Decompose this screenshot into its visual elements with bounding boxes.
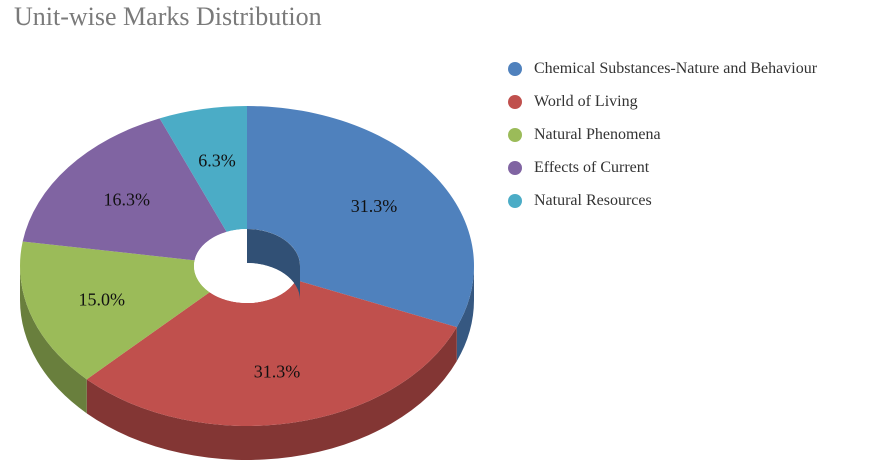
pie-slice-natural-resources[interactable]	[159, 106, 247, 232]
pie-slice-chemical-substances-nature-and-behaviour[interactable]	[247, 106, 474, 328]
chart-title: Unit-wise Marks Distribution	[14, 2, 322, 31]
legend-swatch-icon	[508, 193, 522, 208]
legend-swatch-icon	[508, 127, 522, 142]
legend-item[interactable]: Effects of Current	[508, 151, 817, 184]
legend-label: Chemical Substances-Nature and Behaviour	[534, 59, 818, 77]
pie-side-chemical-substances-nature-and-behaviour	[456, 266, 474, 362]
pie-data-label: 16.3%	[103, 190, 150, 210]
legend-item[interactable]: Natural Phenomena	[508, 118, 817, 151]
legend-item[interactable]: Chemical Substances-Nature and Behaviour	[508, 52, 817, 85]
pie-chart: 31.3% 31.3% 15.0% 16.3% 6.3%	[19, 106, 474, 460]
legend-item[interactable]: Natural Resources	[508, 184, 817, 217]
pie-data-label: 31.3%	[254, 362, 301, 382]
pie-labels-layer: 31.3% 31.3% 15.0% 16.3% 6.3%	[79, 150, 398, 381]
pie-slice-world-of-living[interactable]	[86, 280, 457, 426]
pie-hole-layer	[194, 229, 300, 303]
legend-label: Effects of Current	[534, 158, 650, 176]
legend-label: World of Living	[534, 92, 638, 110]
legend: Chemical Substances-Nature and Behaviour…	[508, 52, 817, 217]
pie-top-layer	[19, 106, 474, 426]
legend-label: Natural Resources	[534, 191, 652, 209]
pie-slice-natural-phenomena[interactable]	[19, 241, 210, 380]
legend-label: Natural Phenomena	[534, 125, 661, 143]
pie-side-natural-phenomena	[19, 266, 87, 414]
pie-side-world-of-living	[86, 327, 457, 460]
legend-item[interactable]: World of Living	[508, 85, 817, 118]
legend-swatch-icon	[508, 61, 522, 76]
donut-hole-floor	[194, 263, 300, 303]
legend-swatch-icon	[508, 160, 522, 175]
pie-data-label: 15.0%	[79, 290, 126, 310]
pie-slice-effects-of-current[interactable]	[22, 118, 227, 261]
legend-swatch-icon	[508, 94, 522, 109]
donut-inner-wall-chemical-substances-nature-and-behaviour	[247, 229, 300, 300]
pie-depth-layer	[19, 266, 474, 460]
pie-data-label: 6.3%	[198, 150, 236, 170]
pie-data-label: 31.3%	[351, 196, 398, 216]
